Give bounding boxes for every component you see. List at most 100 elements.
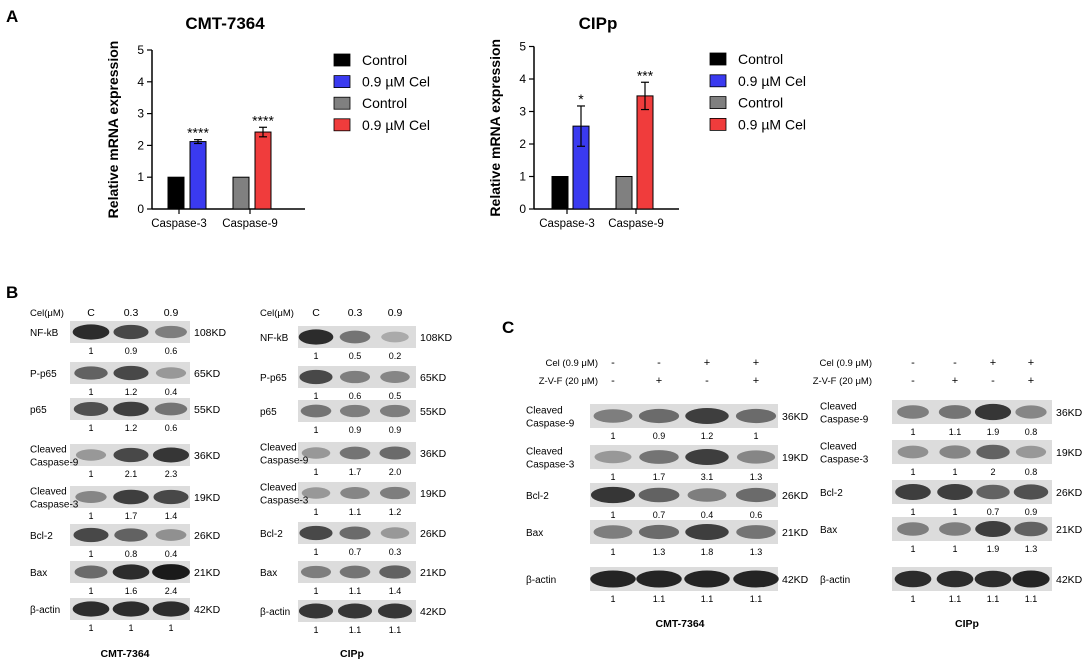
quant-value: 1 (610, 547, 615, 557)
band (74, 565, 108, 579)
band (113, 447, 149, 463)
row-label: P-p65 (30, 369, 57, 380)
band (75, 449, 107, 461)
band (590, 570, 636, 588)
band (638, 408, 680, 424)
band (75, 490, 107, 504)
row-label: Cleaved (820, 442, 857, 453)
band (1012, 570, 1050, 588)
row-label: NF-kB (30, 328, 59, 339)
legend-label-1: 0.9 µM Cel (362, 74, 430, 90)
western-blot-b-cipp: Cel(μM) C 0.3 0.9 NF-kB 108KD 1 0.5 0.2 P-p65 65KD… (260, 307, 453, 660)
band (113, 324, 149, 340)
quant-value: 1.2 (125, 387, 138, 397)
quant-value: 1.3 (653, 547, 666, 557)
kd-label: 21KD (420, 567, 447, 579)
quant-value: 1.1 (750, 594, 763, 604)
bar-caspase-9-control (615, 176, 633, 210)
quant-value: 1.3 (1025, 544, 1038, 554)
row-label: Bax (526, 528, 543, 539)
band (379, 446, 411, 460)
header-label-1: Z-V-F (20 μM) (813, 376, 872, 387)
quant-value: 2 (990, 467, 995, 477)
band (733, 570, 779, 588)
band (113, 489, 149, 505)
band (684, 570, 730, 588)
bar-caspase-9-0-9-m-cel (254, 131, 272, 210)
row-label: Caspase-9 (260, 456, 309, 467)
band (72, 324, 110, 340)
kd-label: 65KD (194, 368, 221, 380)
quant-value: 0.9 (1025, 507, 1038, 517)
band (300, 565, 332, 579)
quant-value: 3.1 (701, 472, 714, 482)
quant-value: 1.2 (389, 507, 402, 517)
quant-value: 1 (88, 549, 93, 559)
band (380, 527, 410, 539)
y-tick-label: 1 (137, 170, 144, 184)
quant-value: 2.3 (165, 469, 178, 479)
lane-header-1: 0.3 (348, 307, 363, 319)
bar-caspase-3-0-9-m-cel (189, 141, 207, 210)
quant-value: 0.4 (165, 387, 178, 397)
kd-label: 42KD (1056, 574, 1083, 586)
quant-value: 1 (910, 594, 915, 604)
band (1014, 521, 1048, 537)
quant-value: 0.9 (349, 425, 362, 435)
band (380, 370, 410, 384)
band (974, 403, 1012, 421)
quant-value: 1.1 (653, 594, 666, 604)
row-label: Bax (30, 568, 47, 579)
legend-swatch-3 (709, 118, 727, 131)
band (593, 409, 633, 423)
quant-value: 1 (952, 544, 957, 554)
band (939, 522, 971, 536)
legend-label-1: 0.9 µM Cel (738, 73, 806, 89)
row-label: NF-kB (260, 333, 289, 344)
kd-label: 42KD (420, 606, 447, 618)
quant-value: 1.1 (349, 586, 362, 596)
quant-value: 1 (952, 467, 957, 477)
lane-sign: + (704, 357, 710, 369)
quant-value: 0.7 (349, 547, 362, 557)
lane-header-2: 0.9 (388, 307, 403, 319)
quant-value: 0.7 (987, 507, 1000, 517)
quant-value: 0.9 (125, 346, 138, 356)
quant-value: 1.2 (701, 431, 714, 441)
band (154, 402, 188, 416)
band (298, 329, 334, 345)
lane-sign: + (656, 375, 662, 387)
quant-value: 1.4 (389, 586, 402, 596)
band (300, 404, 332, 418)
row-label: Bax (820, 525, 837, 536)
kd-label: 55KD (420, 406, 447, 418)
lane-sign: + (753, 357, 759, 369)
kd-label: 26KD (420, 528, 447, 540)
row-label: Cleaved (30, 487, 67, 498)
header-label: Cel(μM) (30, 308, 64, 319)
quant-value: 1 (610, 594, 615, 604)
quant-value: 1.7 (653, 472, 666, 482)
quant-value: 1.1 (349, 507, 362, 517)
band (685, 524, 729, 540)
quant-value: 0.6 (165, 423, 178, 433)
kd-label: 21KD (1056, 524, 1083, 536)
chart-title: CIPp (579, 14, 618, 33)
kd-label: 19KD (1056, 447, 1083, 459)
band (112, 601, 150, 617)
quant-value: 1.1 (349, 625, 362, 635)
band (594, 450, 632, 464)
band (340, 486, 370, 500)
row-label: β-actin (260, 607, 290, 618)
panel-label-a: A (6, 7, 18, 26)
quant-value: 1 (313, 507, 318, 517)
lane-header-1: 0.3 (124, 307, 139, 319)
row-label: Caspase-3 (526, 460, 575, 471)
row-label: Cleaved (526, 406, 563, 417)
quant-value: 1 (313, 425, 318, 435)
band (153, 489, 189, 505)
kd-label: 21KD (782, 527, 809, 539)
x-tick-label: Caspase-9 (222, 218, 278, 230)
lane-sign: + (952, 375, 958, 387)
